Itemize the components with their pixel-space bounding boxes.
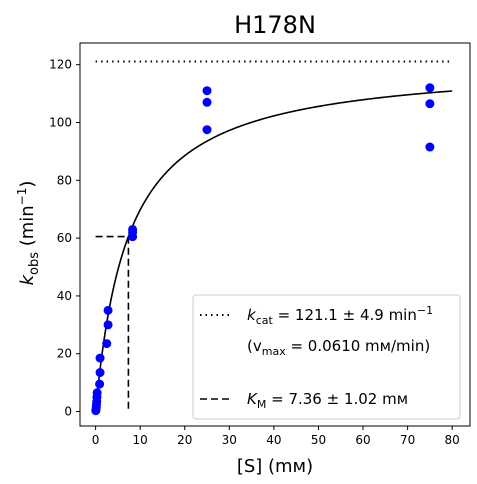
legend-km-sub: M: [257, 398, 267, 411]
chart-title: H178N: [234, 11, 316, 39]
data-point: [425, 99, 435, 109]
y-tick-label: 80: [57, 173, 72, 187]
x-tick-label: 0: [92, 433, 100, 447]
legend-kcat-sub: cat: [256, 314, 274, 327]
data-point: [202, 125, 212, 135]
data-point: [202, 86, 212, 96]
x-tick-label: 30: [222, 433, 237, 447]
legend-vmax-open: (v: [247, 337, 262, 355]
data-point: [425, 83, 435, 93]
fit-curve: [94, 90, 453, 412]
legend-kcat-text: kcat = 121.1 ± 4.9 min−1: [247, 304, 433, 327]
x-tick-label: 70: [400, 433, 415, 447]
data-point: [103, 305, 113, 315]
legend-km-symbol: K: [247, 390, 258, 408]
data-point: [95, 379, 105, 389]
legend-vmax-text: (vmax = 0.0610 mм/min): [247, 337, 430, 358]
legend-km-value: = 7.36 ± 1.02 mм: [266, 390, 408, 408]
y-tick-label: 100: [49, 115, 72, 129]
data-point: [425, 142, 435, 152]
plot-frame: [79, 42, 471, 427]
x-ticks: 0 10 20 30 40 50 60 70 80: [92, 426, 460, 447]
data-point: [95, 368, 105, 378]
y-axis-label-sub: obs: [27, 252, 42, 275]
x-tick-label: 50: [311, 433, 326, 447]
y-tick-label: 40: [57, 289, 72, 303]
y-tick-label: 20: [57, 347, 72, 361]
data-points: [91, 83, 435, 416]
x-tick-label: 10: [133, 433, 148, 447]
y-ticks: 0 20 40 60 80 100 120: [49, 58, 80, 419]
y-axis-label-unit: (min: [17, 205, 38, 252]
data-point: [102, 339, 112, 349]
y-axis-label-k: k: [17, 273, 38, 285]
legend: kcat = 121.1 ± 4.9 min−1 (vmax = 0.0610 …: [192, 294, 461, 420]
data-point: [128, 224, 138, 234]
data-point: [103, 320, 113, 330]
legend-kcat-sup: −1: [417, 304, 433, 317]
data-point: [95, 353, 105, 363]
x-tick-label: 40: [266, 433, 281, 447]
data-point: [202, 97, 212, 107]
y-tick-label: 60: [57, 231, 72, 245]
y-axis-label: kobs (min−1): [15, 181, 42, 286]
km-marker-line: [95, 235, 130, 412]
legend-vmax-sub: max: [262, 345, 286, 358]
x-axis-label: [S] (mм): [237, 456, 313, 477]
y-tick-label: 120: [49, 58, 72, 72]
x-tick-label: 80: [445, 433, 460, 447]
legend-km-text: KM = 7.36 ± 1.02 mм: [247, 390, 408, 411]
x-tick-label: 60: [355, 433, 370, 447]
y-axis-label-close: ): [17, 181, 38, 188]
legend-kcat-symbol: k: [247, 306, 257, 324]
legend-kcat-value: = 121.1 ± 4.9 min: [273, 306, 417, 324]
legend-box: [192, 294, 461, 420]
y-axis-label-sup: −1: [15, 188, 29, 206]
x-tick-label: 20: [177, 433, 192, 447]
legend-vmax-value: = 0.0610 mм/min): [286, 337, 430, 355]
y-tick-label: 0: [64, 405, 72, 419]
data-point: [92, 388, 102, 398]
